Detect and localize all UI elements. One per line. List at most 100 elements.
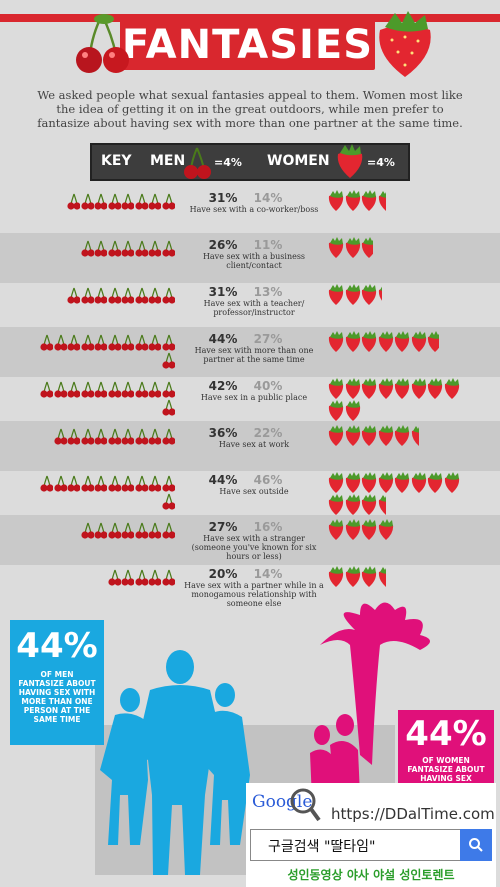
cherry-icon — [161, 334, 175, 351]
strawberry-icon — [378, 519, 393, 540]
cherry-icon — [67, 334, 80, 351]
cherry-icon — [148, 428, 161, 445]
strawberry-decoration-icon — [379, 11, 431, 77]
strawberry-icon — [345, 378, 360, 399]
cherry-key-icon — [184, 147, 211, 179]
cherry-icon — [40, 475, 53, 492]
cherry-icon — [107, 193, 121, 210]
cherry-icon — [94, 381, 107, 398]
cherry-icon — [80, 381, 94, 398]
ad-url[interactable]: https://DDalTime.com — [331, 805, 495, 823]
men-percent: 27% — [208, 520, 238, 534]
cherry-icon — [121, 522, 134, 539]
cherry-icon — [107, 569, 121, 586]
strawberry-icon — [378, 495, 386, 515]
strawberry-icon — [411, 378, 426, 399]
strawberry-icon — [378, 425, 393, 446]
cherry-icon — [161, 193, 175, 210]
cherry-icon — [161, 569, 175, 586]
cherry-icon — [121, 240, 134, 257]
strawberry-icon — [328, 494, 344, 515]
row-band — [0, 515, 500, 565]
cherry-icon — [121, 334, 134, 351]
strawberry-icon — [361, 566, 377, 587]
women-percent: 27% — [253, 332, 283, 346]
strawberry-icon — [361, 425, 377, 446]
strawberry-icon — [328, 400, 344, 421]
men-percent: 31% — [208, 191, 238, 205]
cherry-icon — [40, 334, 53, 351]
cherry-icon — [121, 381, 134, 398]
men-percent: 36% — [208, 426, 238, 440]
strawberry-icon — [427, 331, 439, 352]
cherry-icon — [134, 240, 148, 257]
cherry-icon — [134, 428, 148, 445]
strawberry-icon — [361, 331, 377, 352]
strawberry-icon — [394, 472, 410, 493]
strawberry-icon — [411, 472, 426, 493]
key-women-label: WOMEN — [267, 153, 330, 169]
men-callout-text: OF MEN FANTASIZE ABOUT HAVING SEX WITH M… — [18, 670, 96, 724]
cherry-icon — [134, 381, 148, 398]
women-percent: 16% — [253, 520, 283, 534]
cherry-icon — [80, 287, 94, 304]
strawberry-icon — [328, 566, 344, 587]
key-men-unit: =4% — [214, 156, 242, 169]
strawberry-icon — [328, 190, 344, 211]
ad-footer: 성인동영상 야사 야설 성인토렌트 — [287, 868, 455, 882]
cherry-icon — [40, 381, 53, 398]
ad-search-box[interactable] — [250, 829, 492, 861]
key-men-label: MEN — [150, 153, 186, 169]
cherry-icon — [107, 475, 121, 492]
fantasy-label: Have sex outside — [219, 487, 289, 496]
strawberry-icon — [345, 519, 360, 540]
strawberry-icon — [328, 331, 344, 352]
cherry-icon — [107, 381, 121, 398]
cherry-icon — [161, 493, 175, 510]
key-label: KEY — [101, 153, 132, 169]
cherry-icon — [161, 240, 175, 257]
cherry-icon — [161, 522, 175, 539]
cherry-icon — [134, 287, 148, 304]
cherry-icon — [134, 475, 148, 492]
cherry-icon — [53, 428, 67, 445]
women-percent: 46% — [253, 473, 283, 487]
cherry-icon — [161, 352, 175, 369]
men-callout: 44% OF MEN FANTASIZE ABOUT HAVING SEX WI… — [10, 620, 104, 745]
fantasy-label: Have sex with a stranger (someone you've… — [191, 534, 317, 561]
strawberry-icon — [378, 378, 393, 399]
fantasy-label: Have sex with a co-worker/boss — [189, 205, 319, 214]
strawberry-icon — [411, 331, 426, 352]
cherry-icon — [67, 381, 80, 398]
fantasy-label: Have sex with a business client/contact — [202, 252, 306, 270]
cherry-icon — [53, 334, 67, 351]
fantasy-label: Have sex with a teacher/ professor/instr… — [203, 299, 305, 317]
cherry-icon — [94, 475, 107, 492]
women-percent: 11% — [253, 238, 283, 252]
women-callout-percent: 44% — [405, 714, 487, 754]
strawberry-icon — [444, 472, 459, 493]
ad-search-button[interactable] — [460, 829, 492, 861]
cherry-icon — [107, 334, 121, 351]
search-icon — [469, 838, 483, 852]
women-percent: 14% — [253, 191, 283, 205]
strawberry-icon — [378, 191, 386, 211]
ad-search-text: 구글검색 "딸타임" — [268, 839, 376, 855]
cherry-icon — [53, 475, 67, 492]
cherry-icon — [148, 475, 161, 492]
row-band — [0, 233, 500, 283]
strawberry-icon — [328, 378, 344, 399]
cherry-icon — [94, 334, 107, 351]
men-percent: 31% — [208, 285, 238, 299]
cherry-icon — [80, 334, 94, 351]
cherry-icon — [94, 428, 107, 445]
cherry-icon — [80, 428, 94, 445]
title-banner — [120, 20, 375, 70]
fantasy-label: Have sex at work — [218, 440, 290, 449]
strawberry-icon — [328, 237, 344, 258]
cherry-icon — [148, 522, 161, 539]
strawberry-icon — [378, 331, 393, 352]
men-percent: 26% — [208, 238, 238, 252]
men-percent: 42% — [208, 379, 238, 393]
strawberry-icon — [427, 378, 443, 399]
